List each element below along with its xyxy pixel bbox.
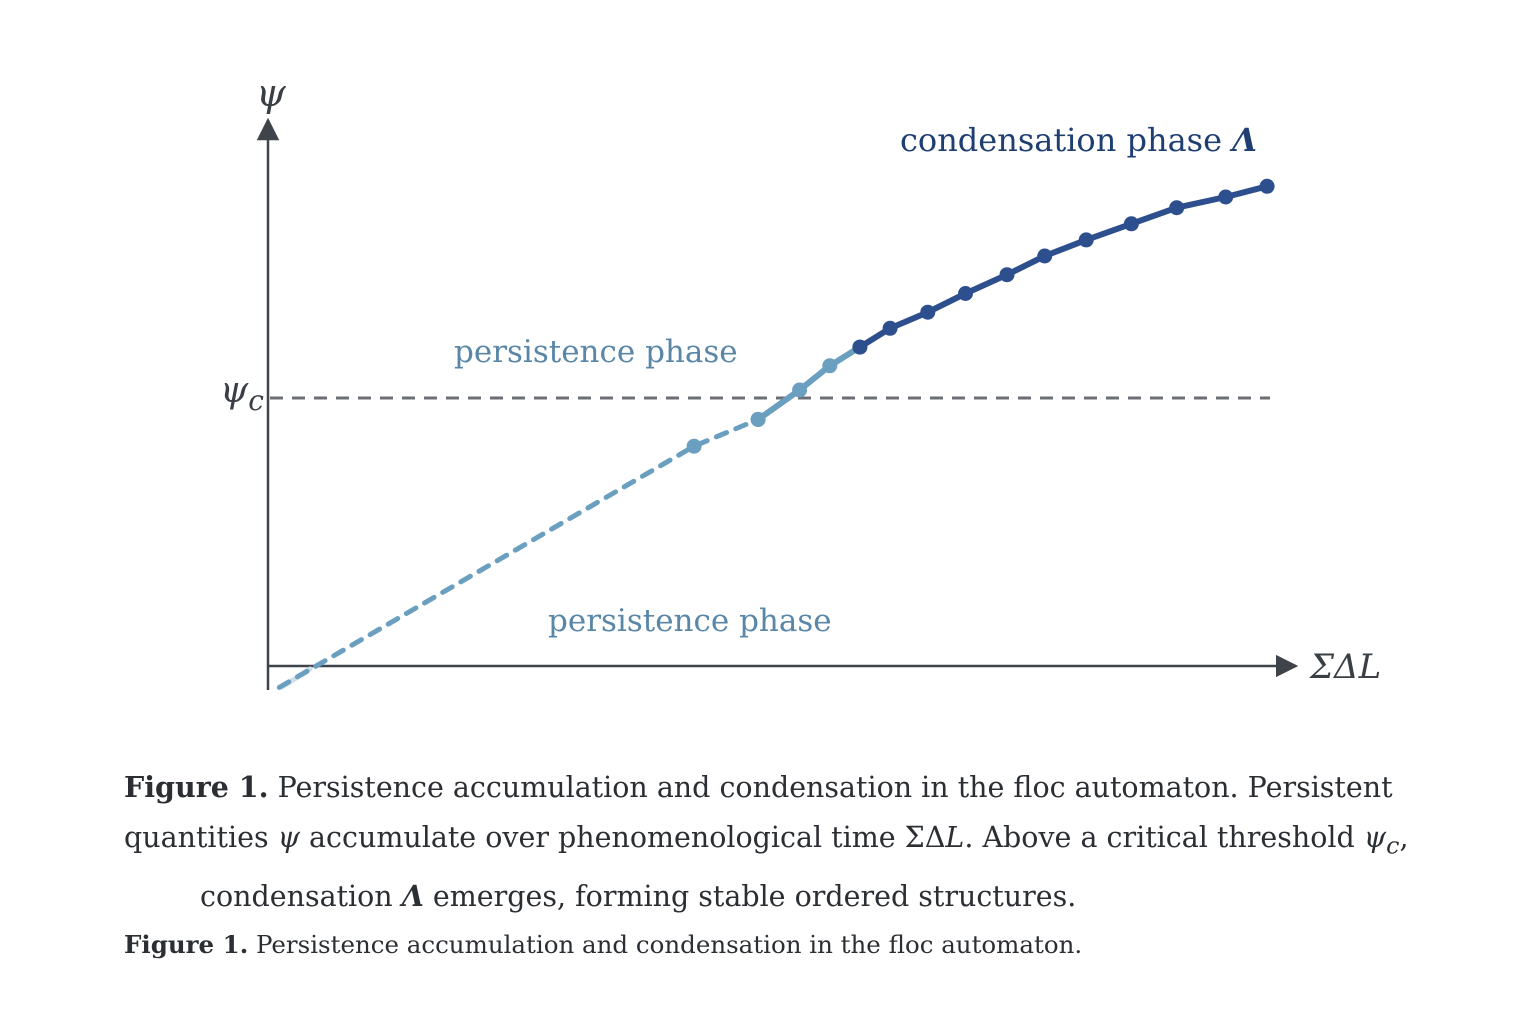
series-1-point-1 bbox=[792, 382, 808, 398]
series-line-1 bbox=[755, 344, 863, 423]
condensation-phase-label: condensation phase Λ bbox=[900, 121, 1257, 159]
series-line-2 bbox=[856, 183, 1271, 351]
x-axis-label: ΣΔL bbox=[1308, 647, 1381, 687]
series-2-point-4 bbox=[999, 267, 1015, 283]
caption-line-3: condensation Λ emerges, forming stable o… bbox=[124, 871, 1414, 922]
caption-line-3a: condensation bbox=[200, 879, 402, 913]
caption-psi-c: ψ bbox=[1363, 821, 1387, 854]
caption-comma: , bbox=[1399, 821, 1409, 854]
series-0-point-0 bbox=[686, 438, 702, 454]
y-axis-label: ψ bbox=[256, 71, 287, 115]
series-1-point-0 bbox=[750, 411, 766, 427]
series-2-point-7 bbox=[1123, 216, 1139, 232]
series-line-0 bbox=[276, 416, 761, 690]
short-caption-figure-label: Figure 1. bbox=[124, 929, 249, 959]
persistence-phase-lower-label: persistence phase bbox=[548, 603, 832, 639]
caption-psi: ψ bbox=[277, 821, 300, 854]
caption-psi-c-sub: c bbox=[1386, 831, 1400, 860]
caption-line-3b: emerges, forming stable ordered structur… bbox=[423, 879, 1077, 913]
threshold-label: ψc bbox=[220, 370, 264, 417]
series-2-point-2 bbox=[920, 304, 936, 320]
caption-line-1: Persistence accumulation and condensatio… bbox=[277, 771, 1393, 804]
series-2-point-5 bbox=[1037, 248, 1053, 264]
series-2-point-3 bbox=[958, 286, 973, 301]
series-2-point-8 bbox=[1169, 200, 1185, 216]
persistence-phase-upper-label: persistence phase bbox=[454, 334, 738, 370]
series-1-point-2 bbox=[822, 358, 838, 374]
caption-line-2a: quantities bbox=[124, 821, 278, 854]
series-2-point-0 bbox=[852, 339, 868, 355]
caption-line-2c: . Above a critical threshold bbox=[964, 821, 1364, 854]
series-layer bbox=[276, 178, 1275, 690]
persistence-chart: ψ ΣΔL ψc persistence phase persistence p… bbox=[220, 71, 1381, 690]
main-caption: Figure 1. Persistence accumulation and c… bbox=[124, 762, 1414, 922]
series-2-point-6 bbox=[1078, 232, 1094, 248]
caption-sigma-delta: ΣΔ bbox=[904, 821, 946, 854]
series-2-point-1 bbox=[882, 320, 898, 336]
series-2-point-9 bbox=[1218, 189, 1234, 205]
caption-L: L bbox=[945, 821, 965, 854]
caption-lambda: Λ bbox=[401, 878, 424, 913]
short-caption-text: Persistence accumulation and condensatio… bbox=[256, 929, 1083, 959]
caption-line-2b: accumulate over phenomenological time bbox=[300, 821, 905, 854]
caption-figure-label: Figure 1. bbox=[124, 770, 269, 804]
series-2-point-10 bbox=[1259, 178, 1275, 194]
short-caption: Figure 1. Persistence accumulation and c… bbox=[124, 928, 1414, 962]
figure-caption: Figure 1. Persistence accumulation and c… bbox=[124, 762, 1414, 962]
